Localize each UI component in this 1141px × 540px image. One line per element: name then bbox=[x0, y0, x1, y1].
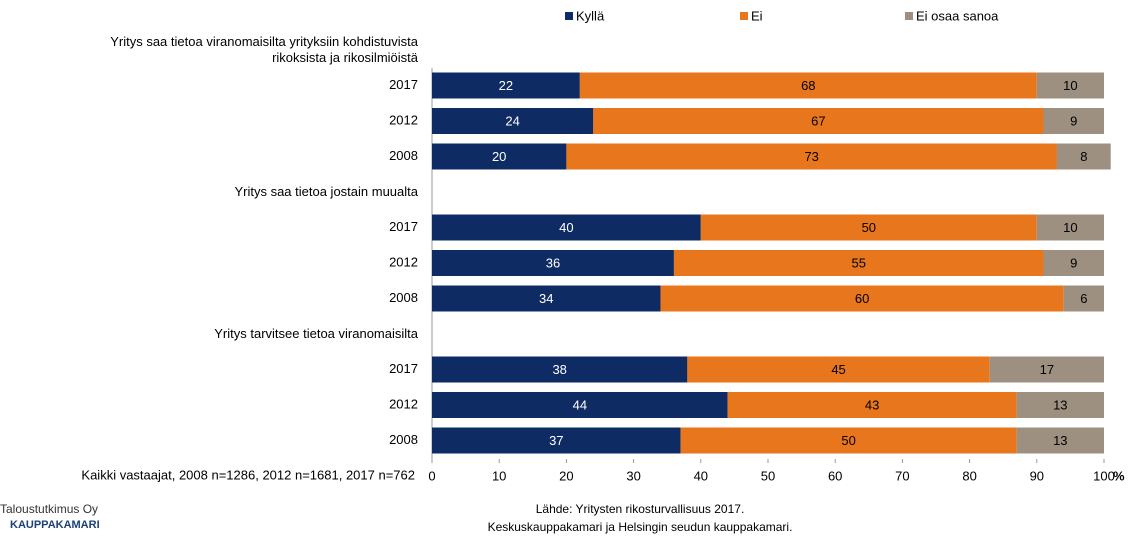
bar-segment bbox=[1063, 285, 1104, 312]
logo-text: Taloustutkimus Oy bbox=[0, 502, 99, 516]
data-label: 8 bbox=[1080, 149, 1087, 164]
bar-segment bbox=[1016, 392, 1104, 418]
data-label: 17 bbox=[1040, 362, 1054, 377]
x-tick-label: 100 bbox=[1093, 468, 1115, 483]
data-label: 40 bbox=[559, 220, 573, 235]
data-label: 37 bbox=[549, 433, 563, 448]
group-label: Yritys tarvitsee tietoa viranomaisilta bbox=[214, 326, 418, 341]
x-tick-label: 90 bbox=[1030, 468, 1044, 483]
bar-segment bbox=[673, 250, 1044, 276]
data-label: 22 bbox=[499, 78, 513, 93]
bar-segment bbox=[432, 392, 728, 418]
x-tick-label: 80 bbox=[962, 468, 976, 483]
x-tick-label: 40 bbox=[694, 468, 708, 483]
bar-segment bbox=[660, 285, 1064, 312]
bar-segment bbox=[1056, 143, 1111, 170]
bar-segment bbox=[432, 250, 674, 276]
bar-segment bbox=[700, 214, 1037, 241]
data-label: 50 bbox=[862, 220, 876, 235]
data-label: 20 bbox=[492, 149, 506, 164]
data-label: 44 bbox=[573, 397, 587, 412]
data-label: 34 bbox=[539, 291, 553, 306]
y-tick-label: 2017 bbox=[389, 219, 418, 234]
y-tick-label: 2012 bbox=[389, 254, 418, 269]
bar-segment bbox=[1043, 250, 1104, 276]
y-tick-label: 2012 bbox=[389, 396, 418, 411]
legend-label: Kyllä bbox=[576, 8, 605, 23]
data-label: 36 bbox=[546, 255, 560, 270]
bar-segment bbox=[687, 356, 990, 383]
bar-segment bbox=[432, 214, 701, 241]
x-tick-label: 0 bbox=[428, 468, 435, 483]
data-label: 10 bbox=[1063, 220, 1077, 235]
data-label: 6 bbox=[1080, 291, 1087, 306]
source: Lähde: Yritysten rikosturvallisuus 2017. bbox=[535, 502, 745, 516]
bar-segment bbox=[432, 285, 661, 312]
bar-segment bbox=[727, 392, 1017, 418]
data-label: 73 bbox=[804, 149, 818, 164]
bar-segment bbox=[1036, 214, 1104, 241]
legend-swatch bbox=[565, 12, 573, 20]
note: Kaikki vastaajat, 2008 n=1286, 2012 n=16… bbox=[81, 467, 415, 482]
x-tick-label: 30 bbox=[626, 468, 640, 483]
data-label: 13 bbox=[1053, 433, 1067, 448]
bar-segment bbox=[680, 427, 1017, 454]
data-label: 45 bbox=[831, 362, 845, 377]
bar-segment bbox=[1036, 72, 1104, 99]
data-label: 60 bbox=[855, 291, 869, 306]
data-label: 13 bbox=[1053, 397, 1067, 412]
group-label: Yritys saa tietoa viranomaisilta yrityks… bbox=[110, 34, 418, 65]
y-tick-label: 2017 bbox=[389, 77, 418, 92]
x-tick-label: 10 bbox=[492, 468, 506, 483]
x-tick-label: 60 bbox=[828, 468, 842, 483]
data-label: 43 bbox=[865, 397, 879, 412]
data-label: 24 bbox=[505, 113, 519, 128]
data-label: 55 bbox=[851, 255, 865, 270]
bar-segment bbox=[1043, 108, 1104, 134]
x-tick-label: 70 bbox=[895, 468, 909, 483]
data-label: 38 bbox=[552, 362, 566, 377]
source: Keskuskauppakamari ja Helsingin seudun k… bbox=[487, 520, 793, 534]
group-label: Yritys saa tietoa jostain muualta bbox=[234, 184, 418, 199]
bar-segment bbox=[593, 108, 1044, 134]
bar-segment bbox=[579, 72, 1037, 99]
data-label: 10 bbox=[1063, 78, 1077, 93]
y-tick-label: 2008 bbox=[389, 432, 418, 447]
bar-segment bbox=[989, 356, 1104, 383]
logo-text: KAUPPAKAMARI bbox=[10, 519, 100, 531]
data-label: 68 bbox=[801, 78, 815, 93]
y-tick-label: 2012 bbox=[389, 112, 418, 127]
bar-segment bbox=[432, 143, 567, 170]
x-tick-label: 50 bbox=[761, 468, 775, 483]
bar-segment bbox=[432, 108, 594, 134]
legend-label: Ei bbox=[751, 8, 763, 23]
legend-label: Ei osaa sanoa bbox=[916, 8, 999, 23]
legend-swatch bbox=[905, 12, 913, 20]
axis-unit: % bbox=[1113, 468, 1125, 483]
x-tick-label: 20 bbox=[559, 468, 573, 483]
data-label: 67 bbox=[811, 113, 825, 128]
bar-segment bbox=[1016, 427, 1104, 454]
bar-segment bbox=[432, 356, 688, 383]
data-label: 50 bbox=[841, 433, 855, 448]
data-label: 9 bbox=[1070, 113, 1077, 128]
y-tick-label: 2008 bbox=[389, 290, 418, 305]
bar-segment bbox=[432, 427, 681, 454]
legend-swatch bbox=[740, 12, 748, 20]
y-tick-label: 2008 bbox=[389, 148, 418, 163]
data-label: 9 bbox=[1070, 255, 1077, 270]
y-tick-label: 2017 bbox=[389, 361, 418, 376]
bar-segment bbox=[432, 72, 580, 99]
bar-segment bbox=[566, 143, 1057, 170]
